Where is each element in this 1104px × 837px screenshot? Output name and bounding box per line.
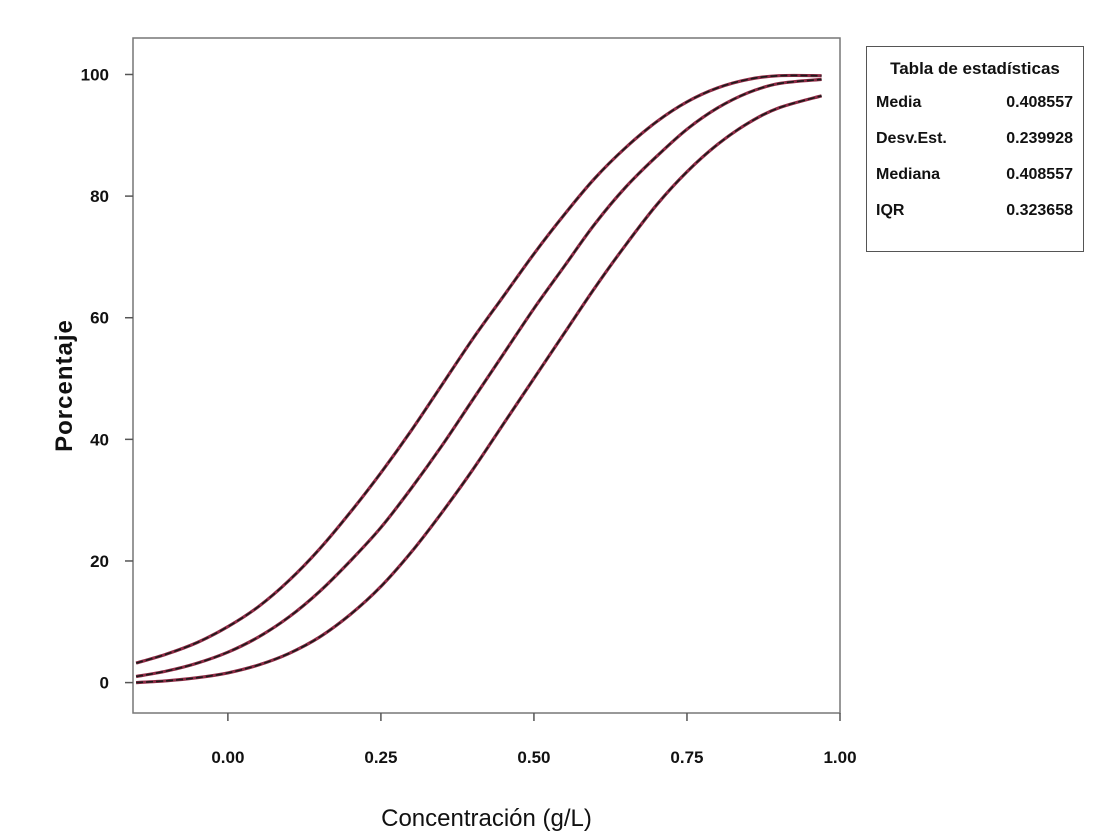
- x-axis-title: Concentración (g/L): [381, 805, 592, 832]
- x-tick-label: 0.25: [364, 748, 397, 767]
- stats-row-mean: Media 0.408557: [867, 85, 1083, 121]
- y-tick-label: 40: [90, 430, 109, 449]
- stats-value: 0.408557: [1006, 166, 1073, 183]
- series-group: [135, 73, 823, 685]
- series-line-1-dash: [135, 74, 822, 664]
- y-tick-label: 0: [100, 674, 109, 693]
- stats-row-stdev: Desv.Est. 0.239928: [867, 121, 1083, 157]
- x-axis: 0.00 0.25 0.50 0.75 1.00: [211, 713, 857, 767]
- y-tick-label: 60: [90, 309, 109, 328]
- x-tick-label: 1.00: [823, 748, 856, 767]
- series-line-3-dash: [136, 95, 822, 684]
- x-tick-label: 0.00: [211, 748, 244, 767]
- stats-value: 0.408557: [1006, 94, 1073, 111]
- y-tick-label: 100: [81, 65, 109, 84]
- stats-row-iqr: IQR 0.323658: [867, 193, 1083, 229]
- statistics-table-title: Tabla de estadísticas: [890, 59, 1060, 78]
- stats-value: 0.239928: [1006, 130, 1073, 147]
- stats-label: IQR: [876, 202, 905, 219]
- stats-label: Desv.Est.: [876, 130, 947, 147]
- y-axis: 0 20 40 60 80 100: [81, 65, 133, 693]
- statistics-table: Tabla de estadísticas Media 0.408557 Des…: [866, 46, 1084, 252]
- stats-value: 0.323658: [1006, 202, 1073, 219]
- y-tick-label: 80: [90, 187, 109, 206]
- y-axis-title: Porcentaje: [51, 319, 78, 452]
- x-tick-label: 0.75: [670, 748, 703, 767]
- stats-row-median: Mediana 0.408557: [867, 157, 1083, 193]
- plot-frame: [132, 37, 841, 714]
- stats-label: Media: [876, 94, 922, 111]
- stats-label: Mediana: [876, 166, 941, 183]
- y-tick-label: 20: [90, 552, 109, 571]
- x-tick-label: 0.50: [517, 748, 550, 767]
- series-line-2-dash: [135, 78, 822, 678]
